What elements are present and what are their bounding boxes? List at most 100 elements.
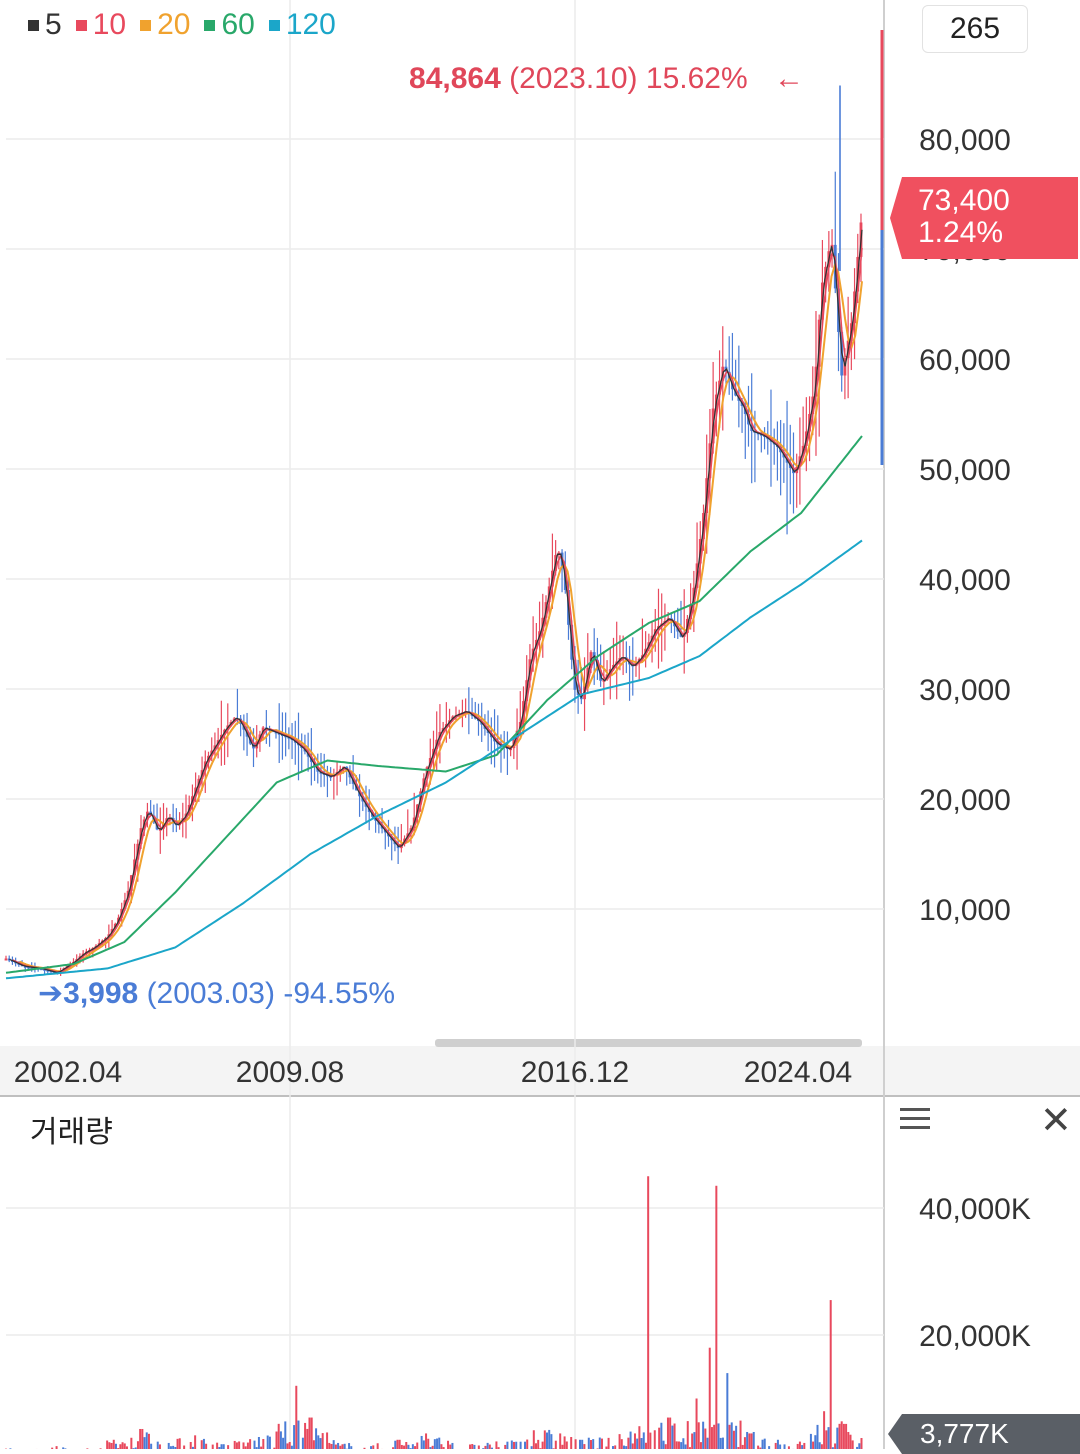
volume-bar [473,1445,475,1449]
volume-bar [671,1426,673,1449]
volume-tick-label: 40,000K [919,1193,1031,1226]
volume-bar [645,1443,647,1449]
legend-item-ma5[interactable]: 5 [28,8,62,42]
volume-bar [729,1425,731,1449]
volume-bar [533,1430,535,1449]
volume-bar [469,1444,471,1449]
volume-bar [803,1443,805,1449]
volume-bar [401,1445,403,1449]
volume-bar [377,1443,379,1449]
volume-bar [834,1443,836,1449]
y-tick-label: 10,000 [919,894,1011,927]
volume-bar [328,1443,330,1449]
volume-bar [212,1445,214,1449]
volume-bar [412,1444,414,1449]
volume-bar [740,1421,742,1449]
volume-bar [478,1445,480,1449]
volume-bar [280,1431,282,1449]
volume-bar [680,1442,682,1449]
legend-label-ma20: 20 [157,8,190,42]
volume-title: 거래량 [30,1107,113,1151]
volume-bar [221,1444,223,1449]
volume-bar [254,1441,256,1449]
volume-bar [698,1422,700,1449]
volume-bar [315,1428,317,1449]
volume-bar [746,1432,748,1449]
scroll-thumb[interactable] [435,1039,862,1047]
volume-bar [249,1439,251,1449]
volume-bar [337,1443,339,1449]
volume-bar [278,1424,280,1449]
volume-bar [676,1441,678,1449]
volume-bar [238,1441,240,1449]
volume-bar [687,1421,689,1449]
max-price-value: 84,864 [409,62,501,95]
volume-bar [137,1441,139,1449]
volume-bar [535,1443,537,1449]
volume-bar [704,1429,706,1449]
menu-icon[interactable] [900,1108,930,1134]
volume-bar [682,1438,684,1449]
legend-label-ma60: 60 [221,8,254,42]
volume-bar [575,1439,577,1449]
close-icon[interactable]: ✕ [1040,1106,1070,1136]
min-arrow-icon: ➔ [38,977,63,1010]
volume-bar [403,1446,405,1449]
legend-item-ma120[interactable]: 120 [269,8,336,42]
legend-item-ma10[interactable]: 10 [76,8,126,42]
volume-bar [839,1424,841,1449]
volume-bar [423,1440,425,1449]
volume-bar [847,1432,849,1449]
volume-bar [304,1423,306,1449]
volume-bar [751,1433,753,1449]
volume-bar [115,1444,117,1449]
volume-bar [317,1435,319,1449]
volume-bar [733,1431,735,1449]
volume-bar [394,1441,396,1449]
volume-bar [700,1442,702,1449]
volume-bar [168,1443,170,1449]
volume-bar [814,1435,816,1449]
volume-bar [775,1443,777,1449]
volume-bar [262,1439,264,1449]
legend-swatch-ma20 [140,20,151,31]
volume-bar [119,1444,121,1449]
volume-bar [812,1442,814,1449]
volume-bar [757,1446,759,1449]
candle-body [5,959,8,961]
volume-bar [295,1386,297,1449]
volume-bar [742,1445,744,1449]
volume-bar [319,1438,321,1449]
volume-bar [289,1442,291,1449]
volume-bar [621,1439,623,1449]
volume-bar [194,1435,196,1449]
volume-bar [243,1442,245,1449]
volume-bar [407,1445,409,1449]
volume-bar [713,1425,715,1449]
volume-bar [550,1434,552,1449]
volume-bar [799,1442,801,1449]
volume-bar [711,1427,713,1449]
volume-bar [559,1433,561,1449]
candle-count-box[interactable]: 265 [922,5,1028,53]
volume-bar [828,1427,830,1449]
volume-bar [660,1423,662,1449]
volume-bar [348,1443,350,1449]
x-tick-label: 2024.04 [744,1056,852,1089]
volume-bar [150,1444,152,1449]
x-tick-label: 2016.12 [521,1056,629,1089]
volume-bar [434,1439,436,1449]
volume-bar [555,1441,557,1449]
legend-item-ma20[interactable]: 20 [140,8,190,42]
x-tick-label: 2009.08 [236,1056,344,1089]
volume-bar [506,1442,508,1449]
y-tick-label: 80,000 [919,124,1011,157]
volume-bar [438,1438,440,1449]
current-volume-tag: 3,777K [888,1414,1080,1454]
volume-bar [858,1443,860,1449]
volume-bar [341,1444,343,1449]
legend-item-ma60[interactable]: 60 [204,8,254,42]
volume-bar [416,1443,418,1449]
volume-bar [526,1440,528,1449]
